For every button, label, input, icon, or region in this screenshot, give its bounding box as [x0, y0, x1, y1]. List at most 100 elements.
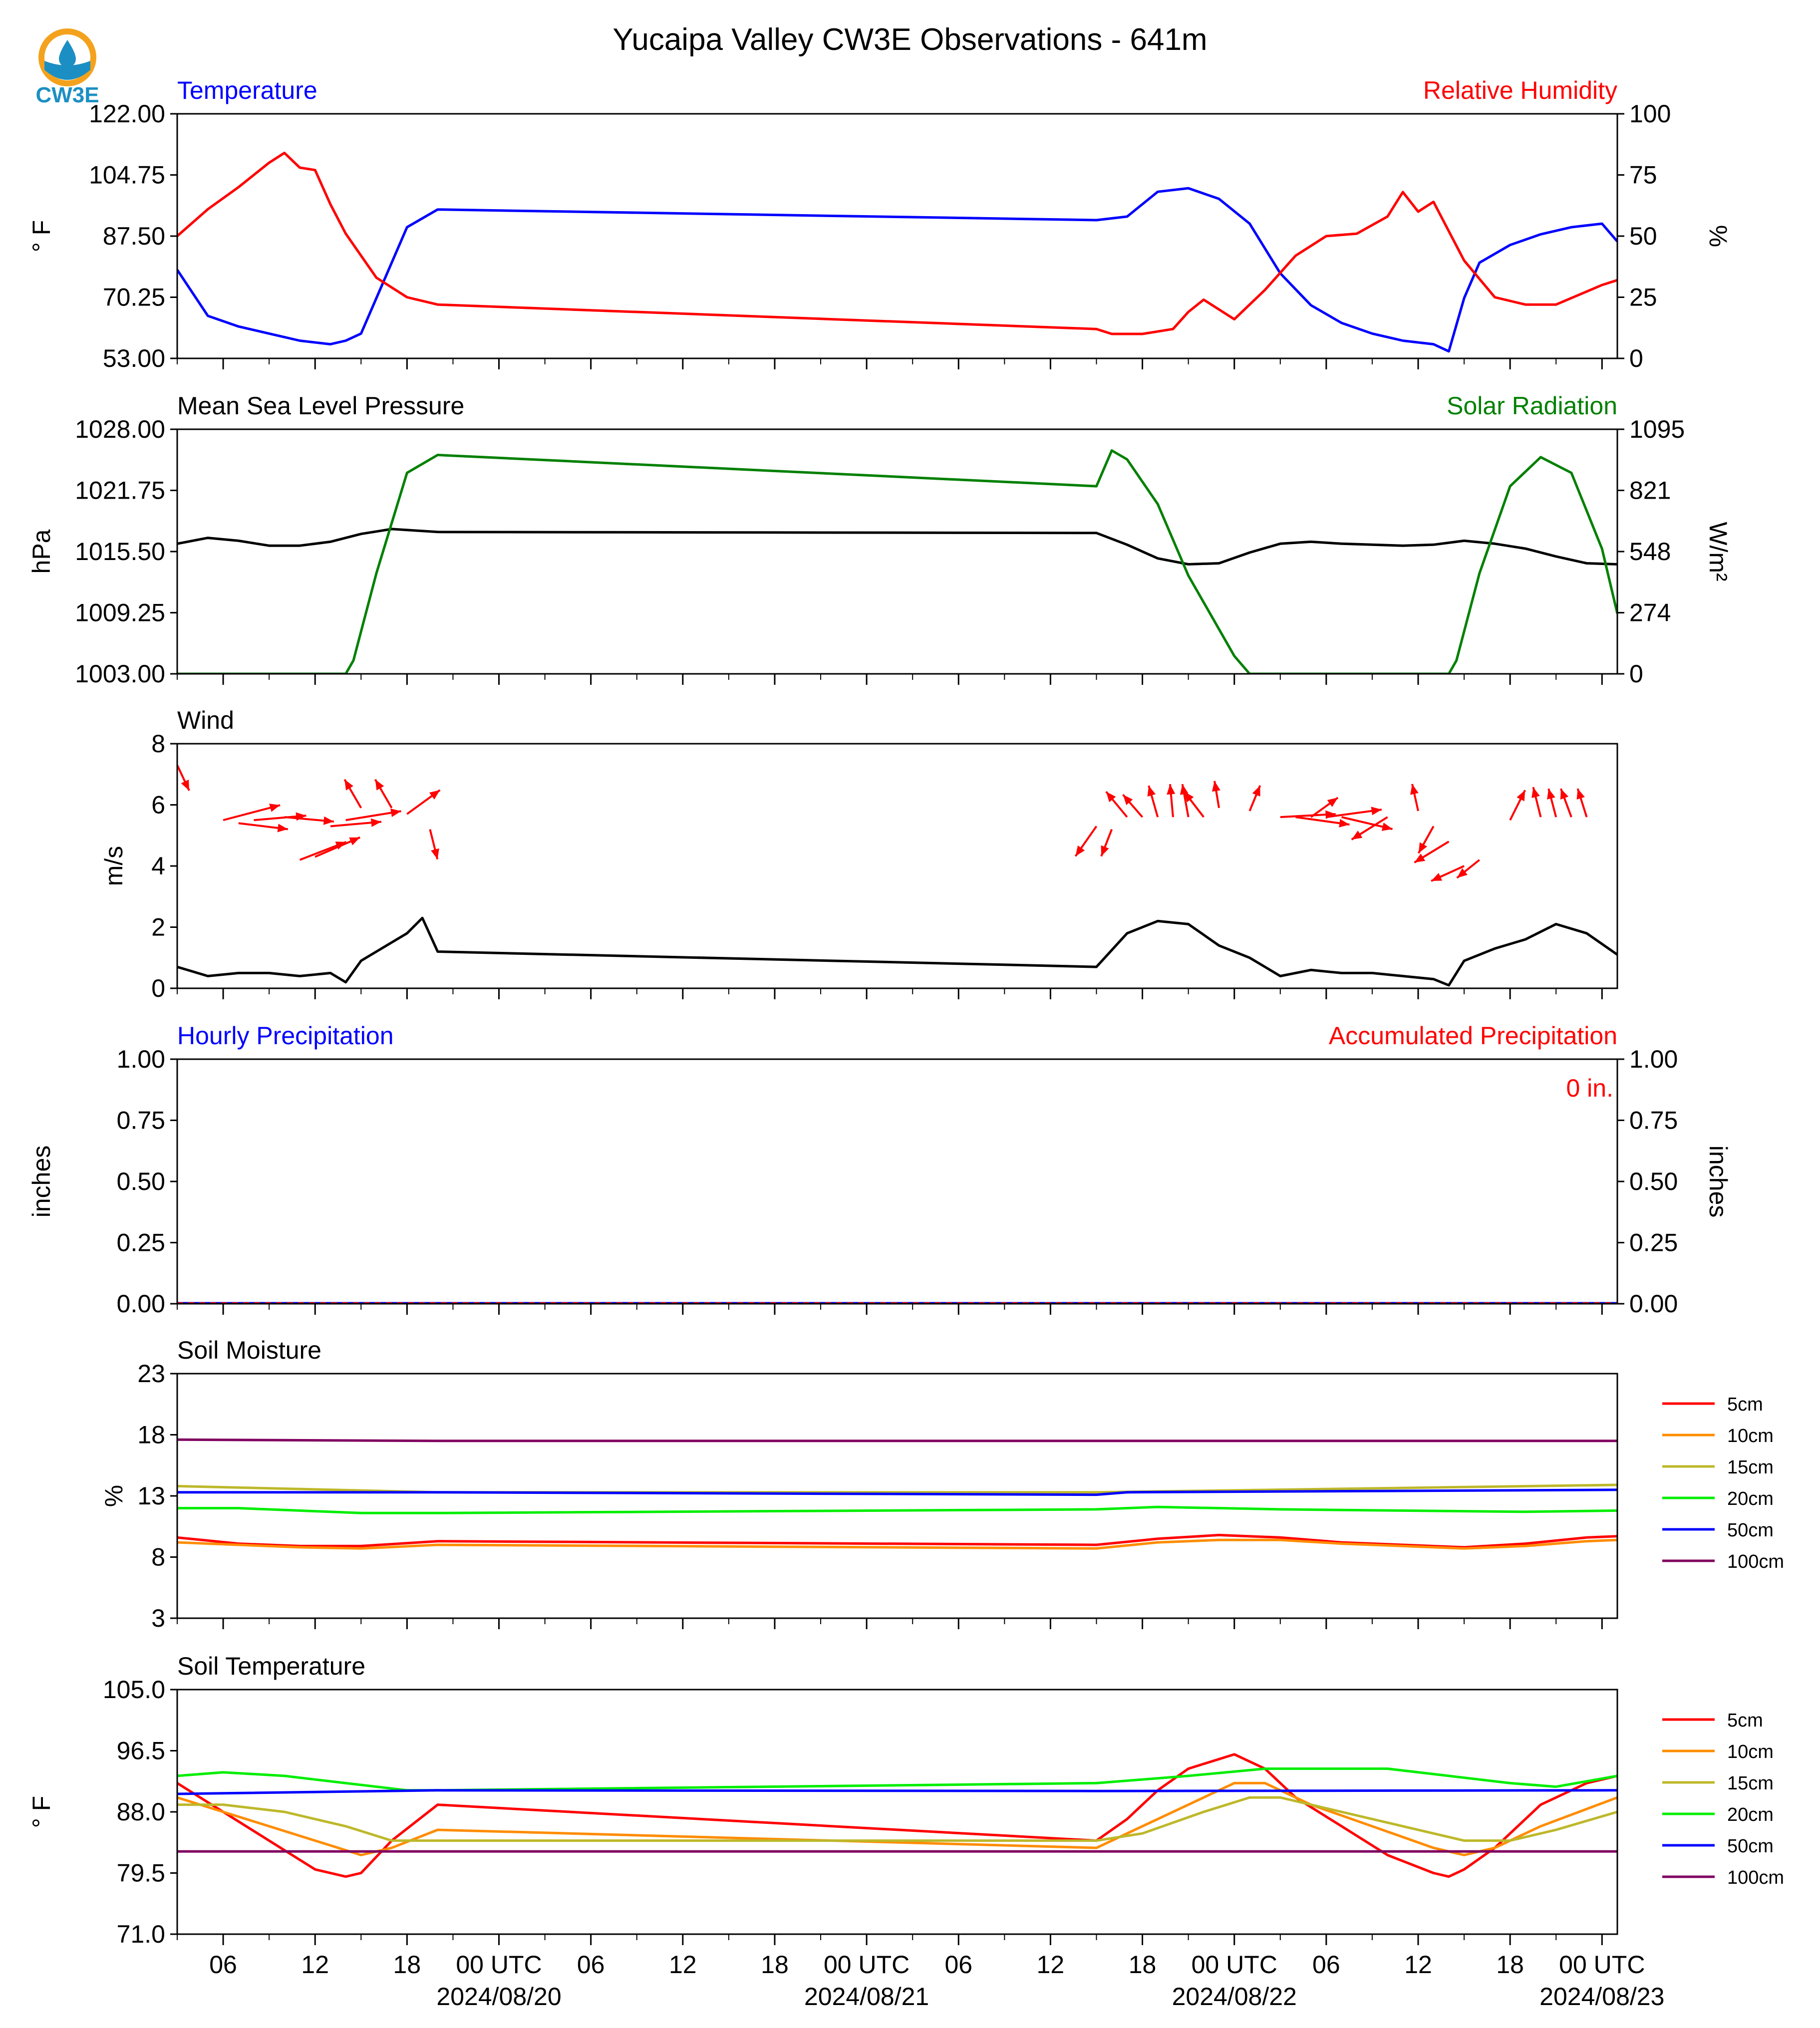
wind-arrow-head — [1431, 872, 1443, 881]
y-tick-label: 0.25 — [117, 1229, 165, 1257]
y-tick-label: 0.75 — [117, 1107, 165, 1135]
y-tick-label: 104.75 — [89, 161, 165, 189]
y-tick-label-right: 274 — [1629, 599, 1671, 627]
y-tick-label: 1003.00 — [75, 660, 165, 688]
cw3e-logo-mark: CW3E — [35, 28, 99, 107]
wind-arrow-head — [1180, 784, 1189, 795]
x-date-label: 2024/08/20 — [436, 1983, 561, 2011]
series-line-temperature — [177, 187, 1617, 353]
wind-arrow-head — [1576, 789, 1585, 800]
y-tick-label-right: 100 — [1629, 100, 1671, 128]
y-tick-label: 8 — [151, 730, 165, 758]
legend-label: 20cm — [1727, 1804, 1774, 1825]
x-tick-label: 12 — [301, 1951, 329, 1979]
series-line-20cm — [177, 1767, 1617, 1792]
y-tick-label: 1015.50 — [75, 538, 165, 566]
series-line-100cm — [177, 1438, 1617, 1443]
y-tick-label-right: 821 — [1629, 477, 1671, 505]
panel-1: Temperature Relative Humidity 122.00 104.75… — [27, 76, 1732, 372]
y-tick-label-right: 1.00 — [1629, 1045, 1678, 1073]
y-tick-label: 6 — [151, 791, 165, 819]
y-tick-label: 0 — [151, 974, 165, 1002]
wind-arrow-head — [1327, 798, 1338, 807]
wind-arrow-head — [1147, 786, 1156, 797]
y-axis-label: ° F — [27, 220, 55, 252]
y-tick-label: 0.00 — [117, 1290, 165, 1318]
y-tick-label: 87.50 — [103, 222, 165, 250]
y-tick-label: 88.0 — [117, 1798, 165, 1826]
y-tick-label: 1021.75 — [75, 477, 165, 505]
wind-arrow-head — [375, 779, 384, 791]
series-group — [177, 916, 1617, 987]
panel-title-left: Temperature — [177, 76, 317, 104]
wind-arrow-head — [344, 779, 353, 791]
y-tick-label: 2 — [151, 913, 165, 941]
wind-arrow-head — [1381, 823, 1393, 831]
axes-frame — [176, 428, 1618, 675]
wind-arrow-head — [181, 779, 189, 791]
y-tick-label: 70.25 — [103, 284, 165, 311]
x-tick-label: 12 — [1037, 1951, 1065, 1979]
wind-arrow-head — [349, 837, 360, 846]
y-axis-label: m/s — [100, 846, 128, 886]
wind-arrow-head — [1517, 790, 1525, 802]
x-tick-label: 12 — [1404, 1951, 1432, 1979]
series-line-10cm — [177, 1781, 1617, 1856]
figure-title: Yucaipa Valley CW3E Observations - 641m — [612, 22, 1207, 57]
x-tick-label: 00 UTC — [1559, 1951, 1645, 1979]
wind-arrow-head — [1106, 792, 1116, 803]
wind-arrow-head — [269, 803, 281, 812]
series-group — [177, 1753, 1617, 1878]
x-tick-label: 12 — [669, 1951, 697, 1979]
wind-arrow-head — [390, 808, 401, 817]
wind-arrow-head — [1457, 868, 1468, 878]
wind-arrow-head — [1418, 842, 1428, 854]
x-tick-label: 18 — [761, 1951, 789, 1979]
axes-frame — [176, 743, 1618, 989]
y-tick-label-right: 0 — [1629, 660, 1643, 688]
y-tick-label: 105.0 — [103, 1676, 165, 1704]
cw3e-logo: CW3E — [30, 15, 105, 107]
wind-arrow-head — [431, 848, 439, 860]
accumulated-total-label: 0 in. — [1566, 1074, 1613, 1102]
legend-label: 15cm — [1727, 1773, 1774, 1794]
legend-label: 20cm — [1727, 1488, 1774, 1509]
axes-frame — [176, 113, 1618, 359]
y-tick-label: 4 — [151, 852, 165, 880]
y-tick-label: 3 — [151, 1604, 165, 1632]
y-tick-label: 18 — [137, 1421, 165, 1449]
x-tick-label: 18 — [1496, 1951, 1524, 1979]
panel-title-right: Relative Humidity — [1423, 76, 1617, 104]
y-tick-label-right: 50 — [1629, 222, 1657, 250]
panel-title-left: Soil Moisture — [177, 1336, 321, 1364]
panel-6: Soil Temperature 105.0 96.5 88.0 79.5 71.0 ° F… — [27, 1652, 1784, 2011]
wind-arrow-head — [1075, 845, 1085, 857]
panel-4: Hourly Precipitation Accumulated Precipit… — [27, 1022, 1732, 1318]
x-tick-label: 06 — [944, 1951, 972, 1979]
wind-arrow-head — [1547, 789, 1555, 800]
panel-title-left: Mean Sea Level Pressure — [177, 392, 464, 420]
wind-arrow-head — [1212, 781, 1220, 792]
series-line-solar-radiation — [177, 449, 1617, 674]
y-tick-label: 79.5 — [117, 1859, 165, 1887]
legend-label: 5cm — [1727, 1710, 1763, 1731]
logo-droplet-icon — [59, 40, 76, 67]
y-tick-label-right: 25 — [1629, 284, 1657, 311]
panel-title-right: Accumulated Precipitation — [1329, 1022, 1617, 1050]
y-tick-label: 53.00 — [103, 344, 165, 372]
series-line-20cm — [177, 1505, 1617, 1514]
panel-title-right: Solar Radiation — [1447, 392, 1617, 420]
y-tick-label-right: 75 — [1629, 161, 1657, 189]
legend-label: 100cm — [1727, 1867, 1784, 1888]
y-axis-label: hPa — [27, 529, 55, 574]
y-tick-label-right: 0.75 — [1629, 1107, 1678, 1135]
x-tick-label: 06 — [577, 1951, 605, 1979]
series-line-mean-sea-level-pressure — [177, 528, 1617, 566]
x-tick-label: 06 — [209, 1951, 237, 1979]
wind-arrow-head — [1410, 784, 1419, 795]
wind-arrow-head — [1371, 807, 1382, 816]
x-tick-label: 00 UTC — [824, 1951, 910, 1979]
y-tick-label: 23 — [137, 1360, 165, 1388]
series-line-5cm — [177, 1533, 1617, 1549]
